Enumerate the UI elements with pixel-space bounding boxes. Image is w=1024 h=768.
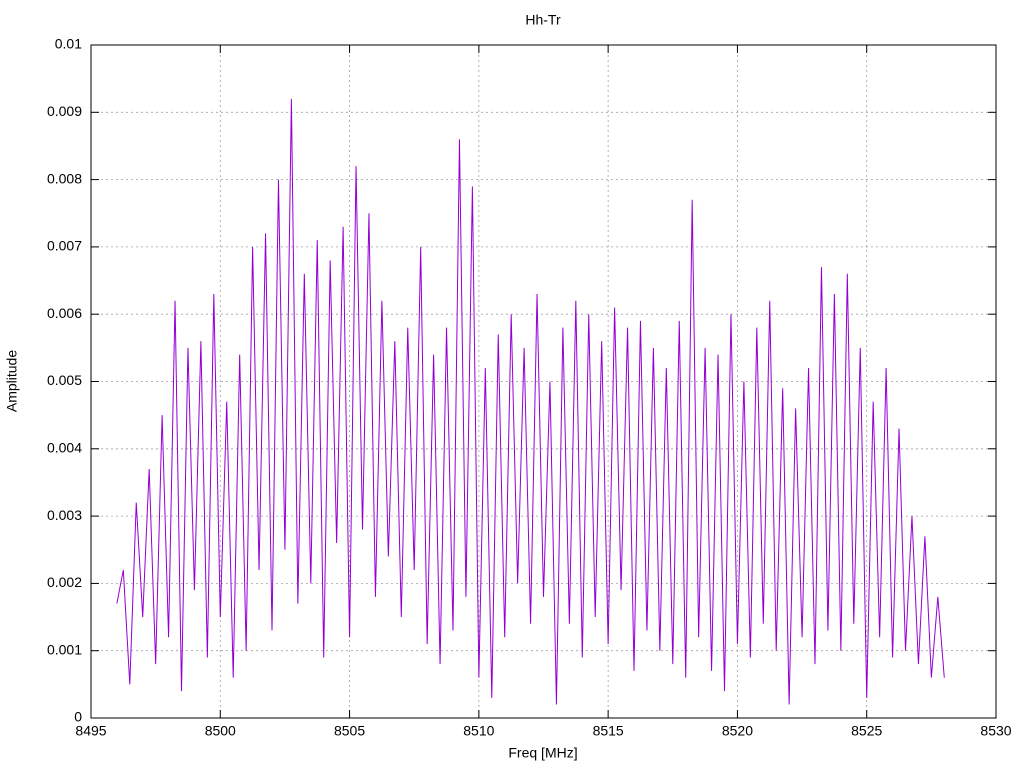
y-tick-label: 0.007	[47, 238, 82, 254]
x-tick-label: 8510	[463, 723, 494, 739]
y-tick-label: 0.009	[47, 103, 82, 119]
x-tick-label: 8525	[851, 723, 882, 739]
y-tick-label: 0.002	[47, 574, 82, 590]
y-tick-label: 0.006	[47, 305, 82, 321]
x-tick-label: 8505	[334, 723, 365, 739]
x-tick-label: 8500	[205, 723, 236, 739]
y-tick-label: 0.008	[47, 170, 82, 186]
y-tick-label: 0.003	[47, 507, 82, 523]
y-tick-label: 0.004	[47, 440, 82, 456]
plot-border	[90, 44, 997, 719]
data-line	[116, 98, 945, 705]
y-tick-label: 0.01	[55, 36, 82, 52]
y-axis-label: Amplitude	[4, 350, 20, 412]
y-tick-label: 0	[74, 709, 82, 725]
x-tick-label: 8515	[593, 723, 624, 739]
x-tick-label: 8530	[980, 723, 1011, 739]
x-tick-label: 8495	[75, 723, 106, 739]
y-tick-label: 0.005	[47, 372, 82, 388]
y-tick-label: 0.001	[47, 641, 82, 657]
x-axis-label: Freq [MHz]	[508, 745, 577, 761]
chart-title: Hh-Tr	[525, 12, 561, 28]
x-tick-label: 8520	[722, 723, 753, 739]
